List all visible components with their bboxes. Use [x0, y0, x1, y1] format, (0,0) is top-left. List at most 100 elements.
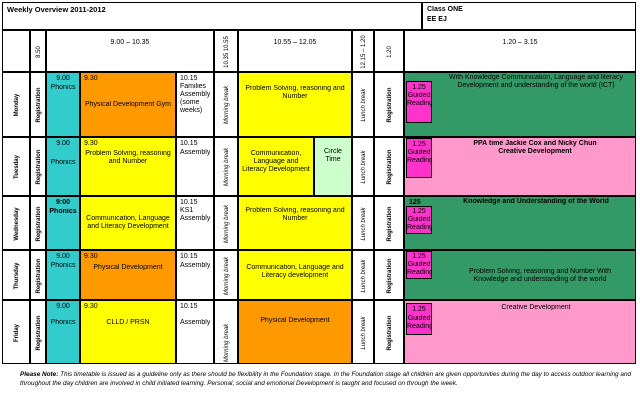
day-cell-wednesday: Wednesday [2, 196, 30, 250]
header-class-cell: Class ONE EE EJ [422, 2, 636, 30]
lesson-tuesday-am1: 9.30 Problem Solving, reasoning and Numb… [80, 137, 176, 196]
lunch-monday: Lunch break [352, 72, 374, 137]
lesson-title: Physical Development [260, 317, 330, 324]
registration-pm-tuesday: Registration [374, 137, 404, 196]
day-label-monday: Monday [14, 93, 20, 117]
lesson-friday-pm [404, 300, 636, 364]
header-title-cell: Weekly Overview 2011-2012 [2, 2, 422, 30]
lesson-thursday-pm [404, 250, 636, 300]
time-1215-120: 12.15 – 1.20 [361, 35, 367, 69]
assembly-monday: 10.15 Families Assembly (some weeks) [176, 72, 214, 137]
lesson-monday-am2: Problem Solving, reasoning and Number [238, 72, 352, 137]
phonics-monday: 9.00 Phonics [46, 72, 80, 137]
lesson-title: Problem Solving, reasoning and Number [245, 85, 345, 100]
time-header-1055: 10.55 – 12.05 [238, 30, 352, 72]
lesson-title: Problem Solving, reasoning and Number [245, 207, 345, 222]
lesson-friday-am2: Physical Development [238, 300, 352, 364]
assembly-wednesday: 10.15 KS1 Assembly [176, 196, 214, 250]
lesson-tuesday-am2: Communication, Language and Literacy Dev… [238, 137, 314, 196]
break-friday: Morning break [214, 300, 238, 364]
lesson-title: Problem Solving, reasoning and Number [85, 150, 171, 165]
assembly-thursday: 10.15 Assembly [176, 250, 214, 300]
assembly-time: 10.15 [180, 303, 198, 310]
guided-reading-time: 1.25 [412, 208, 426, 215]
assembly-time: 10.15 [180, 75, 198, 82]
time-1035-1055: 10.35 10.55 [224, 36, 230, 68]
lesson-title: Communication, Language and Literacy Dev… [242, 150, 310, 173]
assembly-label: Families Assembly (some weeks) [180, 83, 211, 114]
assembly-label: KS1 Assembly [180, 207, 211, 222]
pm-time: 125 [409, 199, 421, 206]
lunch-wednesday: Lunch break [352, 196, 374, 250]
lunch-break-label: Lunch break [361, 316, 367, 350]
lesson-title-friday-pm: Creative Development [501, 304, 571, 311]
day-label-tuesday: Tuesday [14, 155, 20, 179]
phonics-time: 9.00 [56, 140, 70, 147]
guided-reading-tuesday: 1.25 Guided Reading [406, 138, 432, 178]
registration-label: Registration [36, 87, 42, 123]
lesson-title: Communication, Language and Literacy Dev… [86, 215, 170, 230]
registration-label: Registration [387, 258, 393, 294]
phonics-label: Phonics [50, 262, 76, 269]
registration-label: Registration [36, 149, 42, 185]
phonics-label: Phonics [50, 319, 76, 326]
lesson-title-monday-pm: With Knowledge Communication, Language a… [449, 74, 623, 89]
guided-reading-thursday: 1.25 Guided Reading [406, 251, 432, 279]
lesson-friday-am1: 9.30 CLLD / PRSN [80, 300, 176, 364]
circle-time-tuesday: Circle Time [314, 137, 352, 196]
registration-wednesday: Registration [30, 196, 46, 250]
lesson-time: 9.30 [84, 140, 98, 147]
phonics-label: Phonics [50, 84, 76, 91]
lesson-thursday-am1: 9.30 Physical Development [80, 250, 176, 300]
corner-cell [2, 30, 30, 72]
lesson-title: Physical Development [93, 264, 163, 271]
registration-pm-thursday: Registration [374, 250, 404, 300]
registration-pm-wednesday: Registration [374, 196, 404, 250]
lunch-friday: Lunch break [352, 300, 374, 364]
time-header-1215: 12.15 – 1.20 [352, 30, 374, 72]
day-label-friday: Friday [14, 323, 20, 343]
time-header-1035: 10.35 10.55 [214, 30, 238, 72]
lesson-time: 9.30 [84, 75, 98, 82]
lesson-title-thursday-pm: Problem Solving, reasoning and Number Wi… [468, 268, 611, 283]
time-header-900: 9.00 – 10.35 [46, 30, 214, 72]
lesson-title-wednesday-pm: Knowledge and Understanding of the World [463, 198, 609, 205]
guided-reading-label: Guided Reading [407, 92, 431, 107]
morning-break-label: Morning break [224, 256, 230, 296]
assembly-tuesday: 10.15 Assembly [176, 137, 214, 196]
lesson-wednesday-pm: 125 [404, 196, 636, 250]
lunch-break-label: Lunch break [361, 88, 367, 122]
phonics-label: Phonics [49, 208, 77, 215]
circle-time-label: Circle Time [324, 148, 342, 163]
morning-break-label: Morning break [224, 147, 230, 187]
guided-reading-label: Guided Reading [407, 149, 431, 164]
guided-reading-wednesday: 1.25 Guided Reading [406, 206, 432, 234]
day-cell-thursday: Thursday [2, 250, 30, 300]
lesson-monday-am1: 9.30 Physical Development Gym [80, 72, 176, 137]
guided-reading-monday: 1.25 Guided Reading [406, 81, 432, 123]
registration-label: Registration [36, 206, 42, 242]
guided-reading-label: Guided Reading [407, 315, 431, 330]
guided-reading-time: 1.25 [412, 141, 426, 148]
day-label-thursday: Thursday [14, 262, 20, 290]
registration-pm-friday: Registration [374, 300, 404, 364]
guided-reading-friday: 1.25 Guided Reading [406, 303, 432, 335]
guided-reading-time: 1.25 [412, 306, 426, 313]
assembly-label: Assembly [180, 149, 211, 156]
phonics-wednesday: 9:00 Phonics [46, 196, 80, 250]
registration-label: Registration [36, 258, 42, 294]
time-120: 1.20 [387, 46, 393, 58]
assembly-time: 10.15 [180, 253, 198, 260]
lesson-title: Physical Development Gym [85, 101, 171, 108]
phonics-time: 9.00 [56, 253, 70, 260]
day-cell-friday: Friday [2, 300, 30, 364]
break-wednesday: Morning break [214, 196, 238, 250]
registration-monday: Registration [30, 72, 46, 137]
lesson-wednesday-am1: Communication, Language and Literacy Dev… [80, 196, 176, 250]
assembly-time: 10.15 [180, 140, 198, 147]
registration-label: Registration [387, 87, 393, 123]
lesson-title: CLLD / PRSN [106, 319, 150, 326]
lunch-thursday: Lunch break [352, 250, 374, 300]
time-header-850: 8.50 [30, 30, 46, 72]
time-900-1035: 9.00 – 10.35 [110, 39, 150, 46]
